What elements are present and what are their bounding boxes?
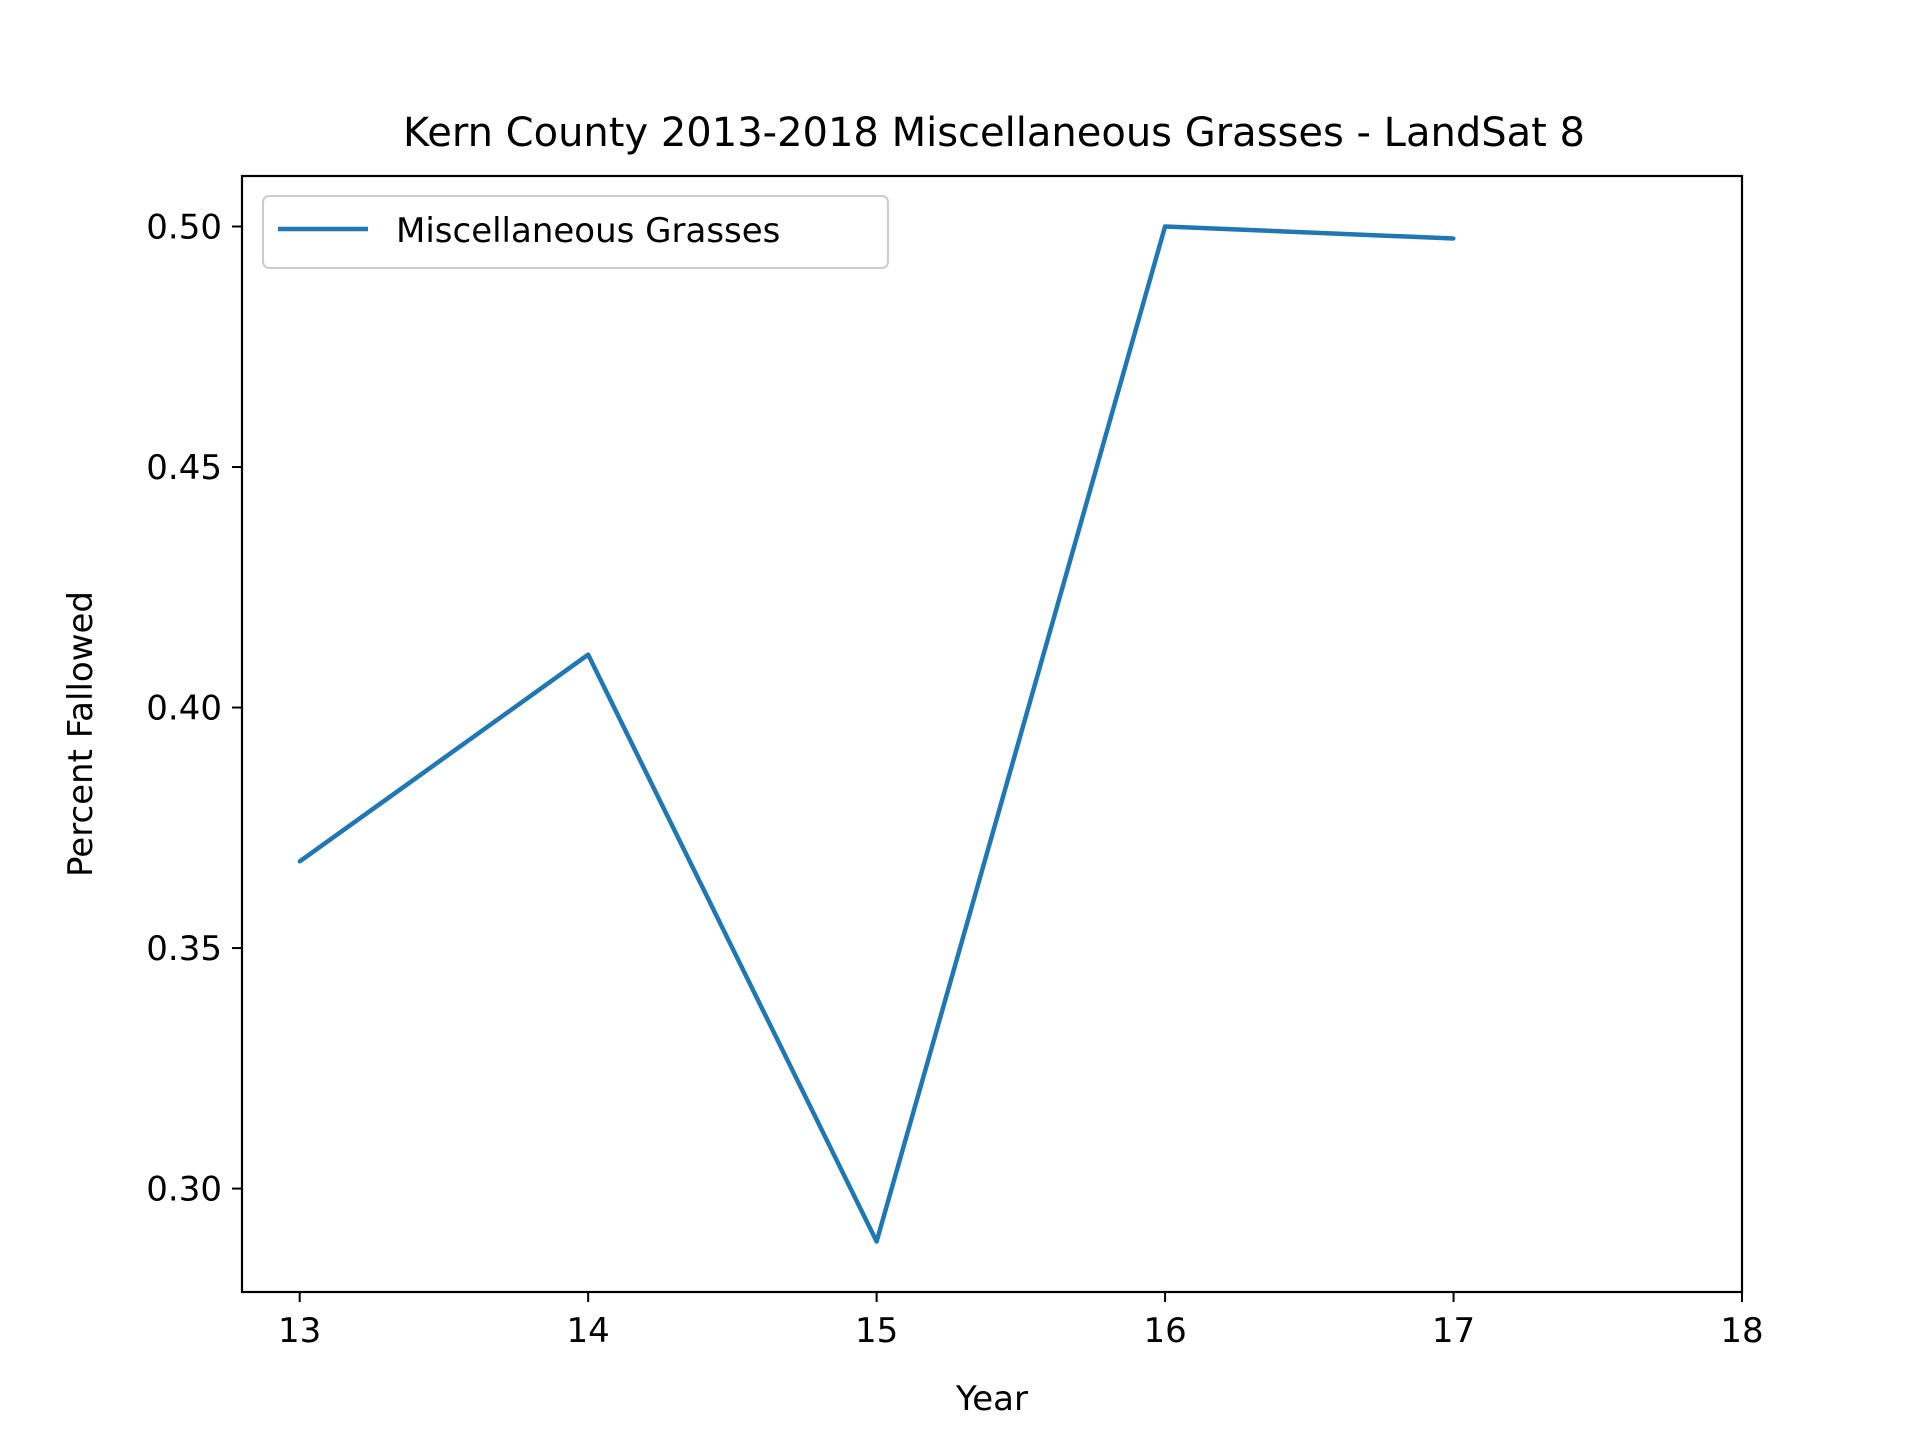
legend: Miscellaneous Grasses: [262, 195, 889, 269]
y-tick-label: 0.30: [146, 1170, 222, 1210]
data-point: [874, 1239, 879, 1244]
x-tick-label: 16: [1143, 1311, 1186, 1351]
data-point: [297, 859, 302, 864]
chart-title: Kern County 2013-2018 Miscellaneous Gras…: [403, 110, 1585, 156]
data-point: [1451, 236, 1456, 241]
x-tick-label: 17: [1432, 1311, 1475, 1351]
x-tick-label: 18: [1720, 1311, 1763, 1351]
x-tick-label: 14: [567, 1311, 610, 1351]
legend-label: Miscellaneous Grasses: [396, 211, 780, 251]
legend-box: [262, 195, 889, 269]
plot-area-frame: [240, 174, 1744, 1294]
series-layer: [297, 224, 1456, 1244]
y-tick-label: 0.35: [146, 929, 222, 969]
x-tick-label: 13: [278, 1311, 321, 1351]
y-tick-label: 0.45: [146, 448, 222, 488]
y-axis: 0.30 0.35 0.40 0.45 0.50: [146, 208, 242, 1210]
data-point: [1163, 224, 1168, 229]
x-axis-label: Year: [955, 1379, 1028, 1419]
y-tick-label: 0.40: [146, 689, 222, 729]
series-line: [298, 224, 1454, 1244]
y-tick-label: 0.50: [146, 208, 222, 248]
x-axis: 13 14 15 16 17 18: [278, 1292, 1764, 1351]
y-axis-label: Percent Fallowed: [61, 591, 101, 877]
data-point: [586, 652, 591, 657]
x-tick-label: 15: [855, 1311, 898, 1351]
